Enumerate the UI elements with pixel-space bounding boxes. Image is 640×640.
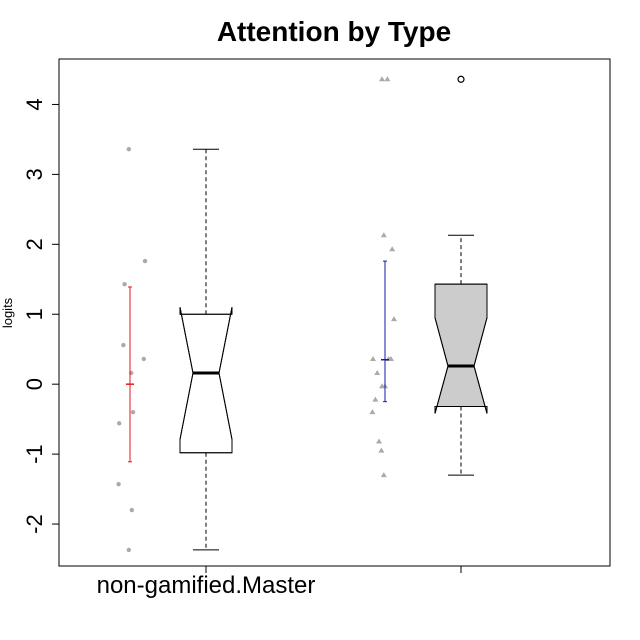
- y-tick-label: -1: [22, 444, 47, 464]
- data-point: [379, 76, 385, 82]
- data-point: [372, 396, 379, 402]
- y-axis-label: logits: [0, 297, 15, 328]
- box-group: [116, 147, 233, 553]
- chart-title: Attention by Type: [217, 16, 451, 47]
- y-axis: -2 -1 0 1 2 3 4: [22, 98, 59, 534]
- data-point: [380, 232, 387, 238]
- data-point: [122, 281, 127, 287]
- data-point: [121, 342, 126, 348]
- data-point: [388, 356, 394, 362]
- y-tick-label: 1: [22, 308, 47, 320]
- plot-frame: [58, 58, 611, 567]
- y-tick-label: 0: [22, 378, 47, 390]
- data-point: [376, 438, 382, 444]
- outlier-point: [457, 75, 465, 83]
- data-point: [130, 409, 136, 415]
- x-tick-label: non-gamified.Master: [97, 572, 316, 599]
- data-point: [380, 472, 387, 478]
- data-point: [116, 481, 121, 487]
- data-point: [384, 76, 391, 82]
- y-tick-label: 2: [22, 238, 47, 250]
- data-point: [378, 447, 385, 453]
- box-outline: [434, 283, 488, 414]
- y-tick-label: -2: [22, 514, 47, 534]
- data-point: [142, 258, 148, 264]
- box-groups: [116, 75, 488, 553]
- data-point: [374, 369, 381, 375]
- data-point: [389, 246, 396, 252]
- data-point: [126, 547, 131, 553]
- data-point: [370, 356, 376, 362]
- data-point: [117, 421, 122, 426]
- data-point: [126, 147, 131, 152]
- data-point: [141, 356, 146, 362]
- data-point: [129, 507, 134, 513]
- data-point: [391, 316, 397, 322]
- y-tick-label: 4: [22, 98, 47, 110]
- data-point: [369, 409, 376, 415]
- box-group: [369, 75, 488, 478]
- x-axis: non-gamified.Master: [97, 566, 462, 599]
- y-tick-label: 3: [22, 168, 47, 180]
- box-outline: [179, 307, 233, 454]
